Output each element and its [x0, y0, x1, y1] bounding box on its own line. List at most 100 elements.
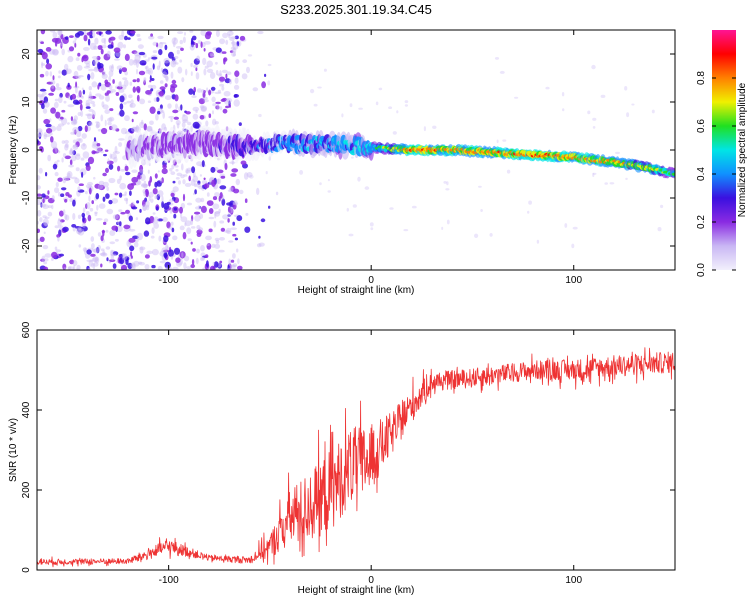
noise-speckle — [101, 73, 108, 80]
noise-speckle — [72, 144, 79, 150]
noise-speckle — [214, 237, 220, 242]
noise-speckle — [129, 81, 133, 86]
noise-speckle — [51, 85, 55, 89]
noise-speckle — [95, 146, 102, 154]
noise-speckle — [41, 61, 44, 69]
noise-speckle — [51, 251, 58, 259]
noise-speckle — [100, 235, 104, 242]
noise-speckle — [58, 30, 62, 37]
noise-speckle — [43, 231, 46, 235]
noise-speckle — [446, 219, 450, 225]
noise-speckle — [378, 87, 383, 91]
noise-speckle — [109, 65, 112, 71]
noise-speckle — [109, 241, 116, 245]
noise-speckle — [124, 191, 127, 195]
noise-speckle — [155, 113, 159, 121]
noise-speckle — [106, 90, 111, 94]
noise-speckle — [227, 214, 231, 217]
noise-speckle — [129, 102, 136, 108]
noise-speckle — [154, 173, 158, 179]
noise-speckle — [201, 160, 205, 168]
noise-speckle — [194, 189, 197, 195]
noise-speckle — [143, 79, 147, 86]
noise-speckle — [234, 35, 239, 40]
noise-speckle — [166, 245, 169, 249]
noise-speckle — [63, 177, 71, 181]
noise-speckle — [50, 140, 58, 149]
noise-speckle — [49, 132, 53, 136]
noise-speckle — [139, 246, 146, 251]
noise-speckle — [146, 250, 153, 255]
noise-speckle — [68, 149, 75, 156]
noise-speckle — [105, 246, 111, 250]
noise-speckle — [119, 81, 122, 88]
noise-speckle — [317, 86, 322, 89]
noise-speckle — [41, 91, 47, 96]
noise-speckle — [71, 224, 77, 228]
noise-speckle — [41, 103, 45, 110]
noise-speckle — [97, 147, 103, 152]
noise-speckle — [396, 110, 399, 114]
snr-xtick-label: 0 — [368, 575, 374, 586]
noise-speckle — [170, 117, 173, 123]
figure-title: S233.2025.301.19.34.C45 — [280, 2, 432, 17]
noise-speckle — [142, 199, 146, 207]
noise-speckle — [147, 84, 153, 88]
noise-speckle — [164, 60, 170, 67]
noise-speckle — [169, 198, 174, 203]
noise-speckle — [247, 54, 253, 57]
noise-speckle — [147, 169, 150, 174]
noise-speckle — [174, 94, 179, 102]
noise-speckle — [208, 208, 214, 214]
noise-speckle — [45, 70, 49, 77]
noise-speckle — [474, 233, 479, 238]
noise-speckle — [226, 202, 233, 206]
noise-speckle — [214, 91, 222, 95]
noise-speckle — [178, 180, 181, 185]
noise-speckle — [85, 191, 88, 195]
noise-speckle — [61, 69, 67, 76]
noise-speckle — [260, 218, 266, 223]
noise-speckle — [92, 256, 99, 263]
noise-speckle — [93, 176, 96, 180]
noise-speckle — [110, 153, 117, 160]
noise-speckle — [120, 211, 126, 215]
noise-speckle — [164, 95, 172, 101]
noise-speckle — [258, 113, 262, 118]
noise-speckle — [139, 60, 147, 66]
noise-speckle — [256, 243, 262, 248]
noise-speckle — [101, 101, 105, 108]
noise-speckle — [106, 257, 109, 262]
noise-speckle — [184, 182, 192, 187]
noise-speckle — [404, 100, 409, 104]
noise-speckle — [232, 43, 239, 50]
noise-speckle — [370, 227, 374, 231]
noise-speckle — [85, 113, 92, 117]
noise-speckle — [91, 56, 99, 59]
noise-speckle — [69, 197, 73, 203]
noise-speckle — [161, 168, 168, 175]
noise-speckle — [228, 33, 231, 39]
noise-speckle — [128, 237, 136, 243]
noise-speckle — [173, 56, 179, 59]
noise-speckle — [94, 37, 99, 45]
noise-speckle — [211, 243, 216, 248]
noise-speckle — [188, 175, 191, 182]
noise-speckle — [55, 87, 62, 91]
noise-speckle — [44, 216, 50, 219]
noise-speckle — [136, 68, 138, 75]
noise-speckle — [60, 193, 65, 197]
noise-speckle — [109, 36, 116, 41]
noise-speckle — [107, 117, 113, 123]
noise-speckle — [130, 126, 137, 132]
noise-speckle — [161, 247, 168, 254]
noise-speckle — [182, 114, 186, 117]
noise-speckle — [67, 104, 75, 108]
noise-speckle — [93, 248, 99, 254]
noise-speckle — [194, 183, 197, 188]
noise-speckle — [114, 238, 119, 242]
noise-speckle — [206, 243, 210, 247]
noise-speckle — [142, 205, 147, 211]
noise-speckle — [190, 241, 193, 245]
noise-speckle — [112, 151, 120, 155]
